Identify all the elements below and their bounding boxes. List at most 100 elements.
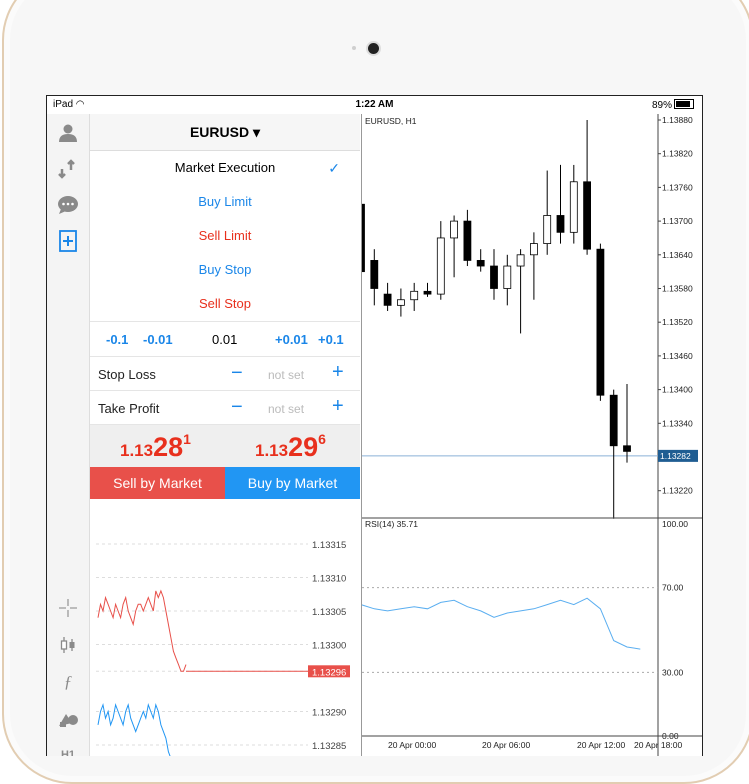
- candle-body: [609, 394, 618, 447]
- tick-current-price-label: 1.13296: [312, 667, 346, 678]
- status-time: 1:22 AM: [355, 99, 394, 110]
- candle-body: [476, 260, 485, 267]
- crosshair-icon[interactable]: [57, 597, 79, 619]
- sensor-dot: [352, 46, 356, 50]
- volume-plus-0.1-button[interactable]: +0.1: [318, 332, 344, 347]
- chart-title: EURUSD, H1: [365, 116, 417, 126]
- rsi-axis-label: 30.00: [662, 667, 684, 677]
- ask-price: 1.13296: [255, 431, 326, 462]
- chat-icon[interactable]: [57, 194, 79, 216]
- volume-plus-0.01-button[interactable]: +0.01: [275, 332, 308, 347]
- current-price-label: 1.13282: [660, 451, 691, 461]
- price-axis-label: 1.13880: [662, 115, 693, 125]
- candle-body: [596, 248, 605, 396]
- candle-body: [357, 203, 365, 273]
- battery-icon: [674, 99, 694, 109]
- status-battery: 89%: [652, 99, 694, 111]
- candle-body: [556, 215, 565, 233]
- candle-body: [410, 290, 419, 301]
- time-axis-label: 20 Apr 12:00: [577, 740, 625, 750]
- stop-loss-minus-button[interactable]: −: [231, 362, 243, 384]
- price-axis-label: 1.13700: [662, 216, 693, 226]
- price-axis-label: 1.13640: [662, 250, 693, 260]
- candle-body: [397, 299, 405, 306]
- tick-level-label: 1.13305: [312, 607, 346, 618]
- bid-price: 1.13281: [120, 431, 191, 462]
- price-chart[interactable]: EURUSD, H1 1.13880 1.13820 1.13760 1.13700 1.…: [357, 114, 702, 756]
- order-type-buy-stop[interactable]: Buy Stop: [198, 262, 252, 277]
- candle-body: [490, 265, 498, 289]
- take-profit-minus-button[interactable]: −: [231, 396, 243, 418]
- objects-icon[interactable]: [57, 708, 79, 730]
- account-icon[interactable]: [57, 122, 79, 144]
- symbol-selector[interactable]: EURUSD ▾: [90, 114, 360, 151]
- stop-loss-plus-button[interactable]: +: [332, 361, 344, 383]
- rsi-line: [360, 597, 641, 650]
- order-panel: EURUSD ▾ Market Execution ✓ Buy Limit Sel…: [90, 114, 360, 756]
- price-axis-label: 1.13580: [662, 284, 693, 294]
- candle-body: [569, 181, 578, 233]
- rsi-label: RSI(14) 35.71: [365, 519, 418, 529]
- order-type-market-execution[interactable]: Market Execution ✓: [90, 151, 360, 185]
- indicators-icon[interactable]: ƒ: [63, 672, 73, 691]
- price-axis-label: 1.13520: [662, 317, 693, 327]
- candle-body: [583, 181, 592, 250]
- candlestick-icon[interactable]: [57, 634, 79, 656]
- candle-body: [463, 220, 472, 261]
- volume-value[interactable]: 0.01: [212, 332, 238, 347]
- time-axis-label: 20 Apr 18:00: [634, 740, 682, 750]
- candle-body: [423, 290, 432, 295]
- price-axis-label: 1.13220: [662, 486, 693, 496]
- candle-body: [529, 243, 538, 256]
- sell-by-market-button[interactable]: Sell by Market: [90, 467, 225, 499]
- tick-level-label: 1.13290: [312, 708, 346, 719]
- candle-body: [436, 237, 445, 295]
- volume-minus-0.1-button[interactable]: -0.1: [106, 332, 129, 347]
- price-axis-label: 1.13760: [662, 182, 693, 192]
- volume-stepper: -0.1 -0.01 0.01 +0.01 +0.1: [90, 321, 360, 357]
- take-profit-value[interactable]: not set: [268, 402, 305, 416]
- take-profit-label: Take Profit: [98, 401, 160, 416]
- price-axis-label: 1.13340: [662, 418, 693, 428]
- candle-body: [623, 445, 631, 452]
- ask-tick-line: [97, 589, 187, 672]
- order-type-sell-limit[interactable]: Sell Limit: [198, 228, 252, 243]
- order-type-sell-stop[interactable]: Sell Stop: [198, 296, 252, 311]
- rsi-axis-label: 70.00: [662, 583, 684, 593]
- price-axis-label: 1.13400: [662, 385, 693, 395]
- tick-level-label: 1.13310: [312, 574, 346, 585]
- time-axis-label: 20 Apr 06:00: [482, 740, 530, 750]
- candle-body: [516, 254, 525, 267]
- stop-loss-row: Stop Loss − not set +: [90, 357, 360, 391]
- candle-body: [383, 293, 392, 306]
- rsi-axis-label: 100.00: [662, 519, 688, 529]
- camera-icon: [368, 43, 379, 54]
- left-toolbar: ƒ H1: [47, 114, 90, 756]
- time-axis-label: 20 Apr 00:00: [388, 740, 436, 750]
- trade-history-icon[interactable]: [57, 158, 79, 180]
- take-profit-row: Take Profit − not set +: [90, 391, 360, 425]
- stop-loss-label: Stop Loss: [98, 367, 156, 382]
- buy-by-market-button[interactable]: Buy by Market: [225, 467, 360, 499]
- price-axis-label: 1.13460: [662, 351, 693, 361]
- tick-level-label: 1.13300: [312, 641, 346, 652]
- take-profit-plus-button[interactable]: +: [332, 395, 344, 417]
- price-axis-label: 1.13820: [662, 149, 693, 159]
- candle-body: [503, 265, 512, 289]
- volume-minus-0.01-button[interactable]: -0.01: [143, 332, 173, 347]
- tick-level-label: 1.13315: [312, 540, 346, 551]
- candle-body: [370, 260, 379, 289]
- candle-body: [450, 220, 458, 239]
- market-buttons: Sell by Market Buy by Market: [90, 467, 360, 499]
- stop-loss-value[interactable]: not set: [268, 368, 305, 382]
- status-device: iPad ◠: [53, 99, 85, 110]
- order-type-buy-limit[interactable]: Buy Limit: [198, 194, 252, 209]
- tick-level-label: 1.13285: [312, 741, 346, 752]
- tick-chart: 1.13315 1.13310 1.13305 1.13300 1.13296 1.132…: [90, 516, 360, 756]
- new-order-icon[interactable]: [57, 230, 79, 252]
- checkmark-icon: ✓: [328, 160, 340, 176]
- bid-tick-line: [97, 702, 171, 756]
- tick-current-price-badge: [308, 665, 350, 678]
- timeframe-h1-button[interactable]: H1: [60, 749, 76, 756]
